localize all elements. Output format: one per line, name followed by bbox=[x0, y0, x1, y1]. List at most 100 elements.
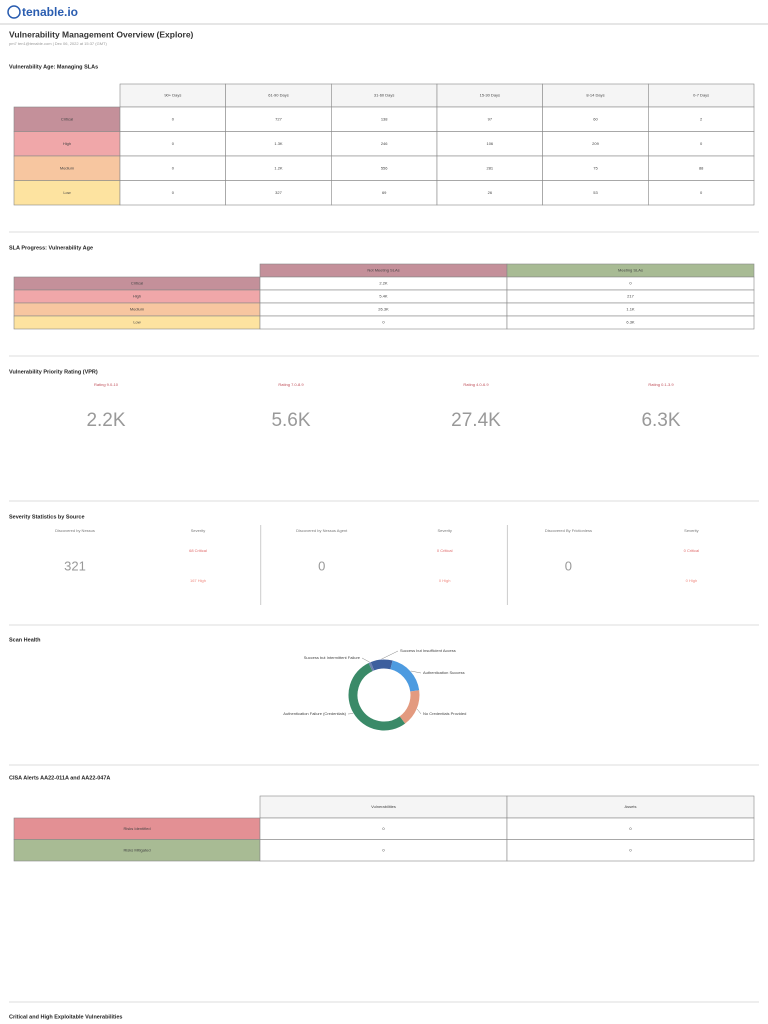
section-heading: Critical and High Exploitable Vulnerabil… bbox=[9, 1014, 123, 1020]
cell-value: 0 bbox=[629, 847, 632, 852]
column-header: Assets bbox=[624, 804, 636, 809]
source-label: Discovered by Nessus Agent bbox=[296, 528, 348, 533]
section-heading: Vulnerability Priority Rating (VPR) bbox=[9, 369, 98, 375]
donut-label: Authentication Failure (Credentials) bbox=[283, 711, 346, 716]
rating-value: 27.4K bbox=[451, 410, 501, 431]
table-cell bbox=[648, 155, 755, 181]
severity-label: Severity bbox=[684, 528, 698, 533]
column-header: 90+ Days bbox=[164, 93, 181, 98]
cell-value: 0 bbox=[172, 116, 175, 121]
cell-value: 26 bbox=[488, 190, 493, 195]
severity-label: Severity bbox=[191, 528, 205, 533]
cell-value: 2 bbox=[700, 116, 703, 121]
rating-label: Rating 4.0-6.9 bbox=[463, 382, 489, 387]
cell-value: 0 bbox=[382, 320, 385, 325]
leader-line bbox=[410, 670, 422, 674]
donut-segment bbox=[370, 659, 393, 671]
row-label-cell bbox=[13, 131, 121, 157]
cell-value: 217 bbox=[627, 294, 634, 299]
row-label: High bbox=[63, 141, 71, 146]
logo: tenable.io bbox=[22, 5, 78, 19]
cell-value: 69 bbox=[382, 190, 387, 195]
cell-value: 97 bbox=[488, 116, 493, 121]
cell-value: 6.3K bbox=[626, 320, 635, 325]
table-cell bbox=[542, 106, 649, 132]
table-cell bbox=[436, 180, 543, 206]
section-heading: SLA Progress: Vulnerability Age bbox=[9, 245, 93, 251]
rating-value: 6.3K bbox=[641, 410, 680, 431]
report-title: Vulnerability Management Overview (Explo… bbox=[9, 29, 194, 39]
cell-value: 60 bbox=[593, 116, 598, 121]
cell-value: 0 bbox=[382, 826, 385, 831]
cell-value: 26.3K bbox=[378, 307, 389, 312]
table-cell bbox=[506, 315, 755, 330]
cell-value: 0 bbox=[629, 826, 632, 831]
cell-value: 727 bbox=[275, 116, 282, 121]
section-heading: Severity Statistics by Source bbox=[9, 514, 85, 520]
severity-label: Severity bbox=[437, 528, 451, 533]
table-cell bbox=[331, 131, 438, 157]
table-cell bbox=[542, 180, 649, 206]
row-label: Medium bbox=[130, 307, 145, 312]
table-cell bbox=[119, 106, 226, 132]
row-label: Low bbox=[133, 320, 140, 325]
column-header: 0-7 Days bbox=[693, 93, 709, 98]
critical-count: 68 Critical bbox=[189, 548, 207, 553]
table-cell bbox=[331, 155, 438, 181]
cell-value: 209 bbox=[592, 141, 599, 146]
column-header: 15-30 Days bbox=[480, 93, 500, 98]
cell-value: 0 bbox=[382, 847, 385, 852]
cell-value: 0 bbox=[700, 141, 703, 146]
cell-value: 5.4K bbox=[379, 294, 388, 299]
source-label: Discovered by Nessus bbox=[55, 528, 95, 533]
cell-value: 327 bbox=[275, 190, 282, 195]
row-label: Risks Identified bbox=[123, 826, 150, 831]
row-label: High bbox=[133, 294, 141, 299]
table-cell bbox=[542, 155, 649, 181]
table-cell bbox=[542, 131, 649, 157]
column-header: 31-60 Days bbox=[374, 93, 394, 98]
cell-value: 75 bbox=[593, 165, 598, 170]
cell-value: 0 bbox=[172, 165, 175, 170]
high-count: 0 High bbox=[439, 578, 451, 583]
donut-segment bbox=[390, 660, 420, 692]
column-header: Not Meeting SLAs bbox=[367, 268, 399, 273]
table-cell bbox=[225, 180, 332, 206]
cell-value: 0 bbox=[700, 190, 703, 195]
section-heading: Scan Health bbox=[9, 637, 41, 643]
logo-icon bbox=[7, 5, 21, 19]
section-heading: Vulnerability Age: Managing SLAs bbox=[9, 64, 98, 70]
row-label: Medium bbox=[60, 165, 75, 170]
leader-line bbox=[361, 657, 370, 663]
donut-label: Success but Insufficient Access bbox=[400, 648, 456, 653]
donut-label: Authentication Success bbox=[423, 670, 465, 675]
source-count: 0 bbox=[565, 558, 572, 573]
row-label: Critical bbox=[131, 281, 143, 286]
table-cell bbox=[225, 106, 332, 132]
table-cell bbox=[648, 180, 755, 206]
source-count: 0 bbox=[318, 558, 325, 573]
table-cell bbox=[436, 131, 543, 157]
cell-value: 53 bbox=[593, 190, 598, 195]
cell-value: 138 bbox=[381, 116, 388, 121]
report-subtitle: pm7 ten1@tenable.com | Dec 06, 2022 at 1… bbox=[9, 41, 107, 46]
donut-segment bbox=[399, 690, 420, 724]
donut-segment bbox=[348, 662, 406, 731]
rating-label: Rating 0.1-3.9 bbox=[648, 382, 674, 387]
column-header: Meeting SLAs bbox=[618, 268, 643, 273]
high-count: 167 High bbox=[190, 578, 206, 583]
high-count: 0 High bbox=[686, 578, 698, 583]
table-cell bbox=[225, 131, 332, 157]
cell-value: 1.2K bbox=[274, 165, 283, 170]
cell-value: 88 bbox=[699, 165, 704, 170]
cell-value: 0 bbox=[172, 190, 175, 195]
donut-label: No Credentials Provided bbox=[423, 711, 466, 716]
rating-value: 5.6K bbox=[271, 410, 310, 431]
row-label-cell bbox=[13, 155, 121, 181]
cell-value: 281 bbox=[486, 165, 493, 170]
donut-label: Success but Intermittent Failure bbox=[304, 655, 361, 660]
table-cell bbox=[648, 131, 755, 157]
critical-count: 0 Critical bbox=[684, 548, 700, 553]
source-label: Discovered By Frictionless bbox=[545, 528, 592, 533]
